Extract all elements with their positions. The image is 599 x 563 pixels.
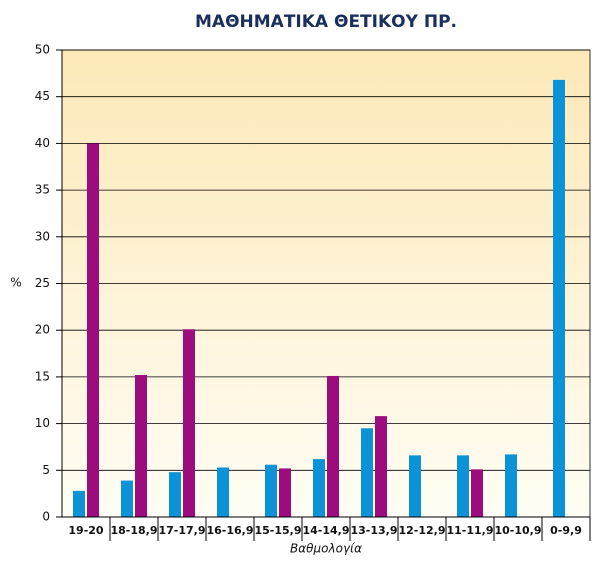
x-tick-label: 11-11,9 [446, 524, 493, 537]
y-tick-label: 40 [35, 136, 50, 150]
bar [505, 454, 517, 517]
y-tick-label: 30 [35, 229, 50, 243]
bar [279, 468, 291, 517]
y-tick-label: 15 [35, 369, 50, 383]
x-tick-label: 18-18,9 [110, 524, 157, 537]
x-axis-label: Βαθμολογία [290, 542, 362, 556]
x-tick-label: 0-9,9 [550, 524, 582, 537]
x-tick-label: 14-14,9 [302, 524, 349, 537]
bar [361, 428, 373, 517]
y-tick-label: 25 [35, 276, 50, 290]
x-tick-label: 13-13,9 [350, 524, 397, 537]
bar [217, 467, 229, 517]
bar [121, 480, 133, 517]
bar [135, 375, 147, 517]
x-tick-label: 16-16,9 [206, 524, 253, 537]
y-tick-label: 0 [42, 510, 50, 524]
y-tick-label: 20 [35, 323, 50, 337]
bar [327, 375, 339, 517]
y-tick-label: 35 [35, 183, 50, 197]
bar [169, 472, 181, 517]
x-tick-label: 12-12,9 [398, 524, 445, 537]
bar [553, 79, 565, 517]
bar [183, 329, 195, 517]
bar [375, 416, 387, 517]
y-tick-label: 10 [35, 416, 50, 430]
chart-title: ΜΑΘΗΜΑΤΙΚΑ ΘΕΤΙΚΟΥ ΠΡ. [195, 12, 457, 32]
bar [457, 455, 469, 517]
bar [471, 469, 483, 517]
x-tick-label: 15-15,9 [254, 524, 301, 537]
y-tick-label: 50 [35, 43, 50, 57]
bar [409, 455, 421, 517]
y-axis-label: % [10, 276, 21, 290]
bar [87, 143, 99, 517]
bar [313, 459, 325, 517]
x-tick-label: 10-10,9 [494, 524, 541, 537]
y-tick-label: 45 [35, 89, 50, 103]
y-tick-label: 5 [42, 463, 50, 477]
bar [265, 464, 277, 517]
bar [73, 490, 85, 517]
x-tick-label: 19-20 [68, 524, 104, 537]
x-tick-label: 17-17,9 [158, 524, 205, 537]
